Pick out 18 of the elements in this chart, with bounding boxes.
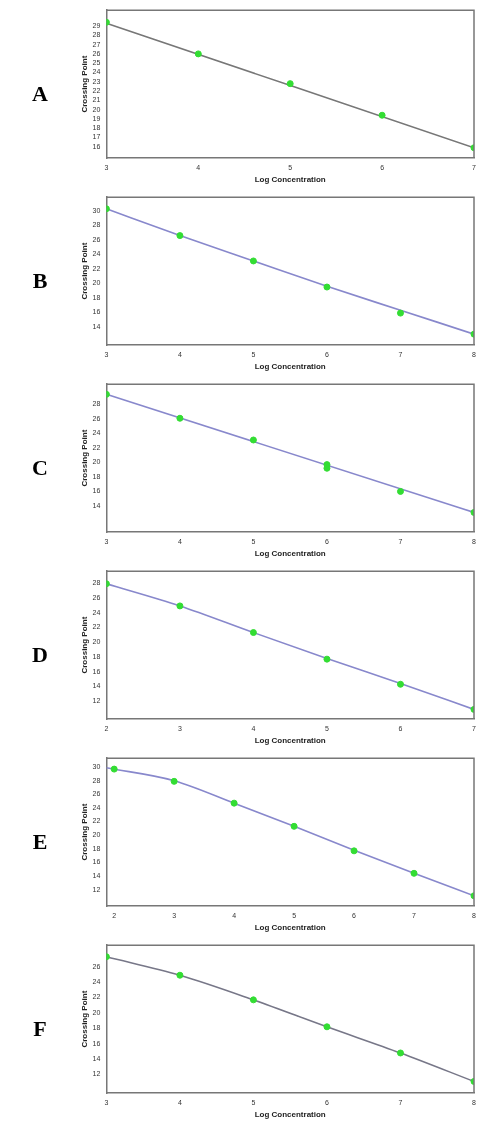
text: B — [31, 267, 49, 294]
text: A — [31, 80, 49, 107]
text: C — [31, 454, 49, 481]
text: E — [31, 828, 49, 855]
x-axis-title: Log Concentration — [254, 735, 326, 745]
y-axis-title: Crossing Point — [80, 989, 89, 1048]
y-axis-title: Crossing Point — [80, 241, 89, 300]
y-axis-title: Crossing Point — [80, 428, 89, 487]
x-axis-title: Log Concentration — [254, 361, 326, 371]
text: F — [32, 1015, 48, 1042]
text: D — [31, 641, 49, 668]
x-axis-title: Log Concentration — [254, 548, 326, 558]
x-axis-title: Log Concentration — [254, 174, 326, 184]
x-axis-title: Log Concentration — [254, 1109, 326, 1119]
y-axis-title: Crossing Point — [80, 615, 89, 674]
x-axis-title: Log Concentration — [254, 922, 326, 932]
y-axis-title: Crossing Point — [80, 54, 89, 113]
y-axis-title: Crossing Point — [80, 802, 89, 861]
